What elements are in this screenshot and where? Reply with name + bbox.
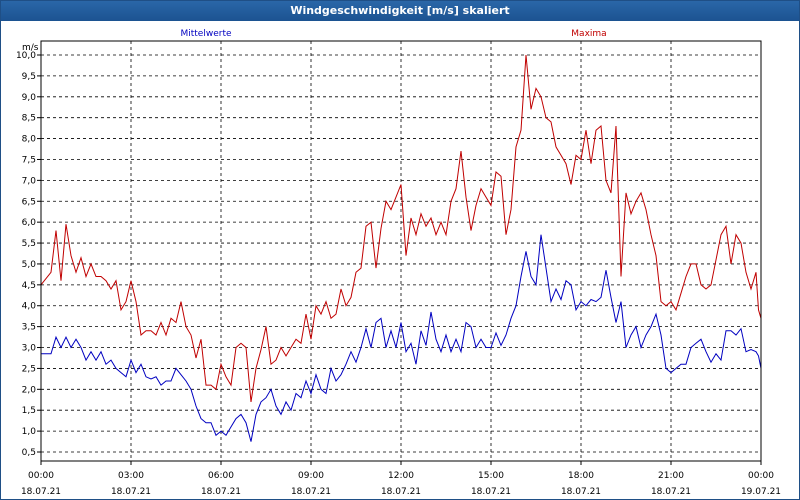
y-tick-label: 4,0 xyxy=(22,302,37,312)
plot-frame xyxy=(40,40,762,462)
x-tick-label-date: 18.07.21 xyxy=(201,487,241,497)
x-tick-label-time: 21:00 xyxy=(658,471,684,481)
series-line-maxima xyxy=(40,54,762,402)
x-tick-label-time: 09:00 xyxy=(298,471,324,481)
y-tick-label: 10,0 xyxy=(16,51,36,61)
y-tick-label: 8,0 xyxy=(22,135,37,145)
chart-title: Windgeschwindigkeit [m/s] skaliert xyxy=(1,1,799,21)
x-tick-label-date: 18.07.21 xyxy=(291,487,331,497)
x-tick-label-date: 18.07.21 xyxy=(561,487,601,497)
y-tick-label: 0,5 xyxy=(22,448,36,458)
x-tick-label-time: 00:00 xyxy=(28,471,54,481)
x-tick-label-date: 18.07.21 xyxy=(651,487,691,497)
x-tick-label-time: 06:00 xyxy=(208,471,234,481)
y-tick-label: 5,0 xyxy=(22,260,37,270)
x-tick-label-time: 12:00 xyxy=(388,471,414,481)
x-tick-label-date: 18.07.21 xyxy=(471,487,511,497)
y-tick-label: 2,0 xyxy=(22,385,37,395)
x-tick-label-time: 18:00 xyxy=(568,471,594,481)
x-tick-label-date: 19.07.21 xyxy=(741,487,781,497)
y-tick-label: 5,5 xyxy=(22,239,36,249)
y-tick-label: 9,0 xyxy=(22,93,37,103)
y-tick-label: 3,5 xyxy=(22,323,36,333)
x-tick-label-date: 18.07.21 xyxy=(21,487,61,497)
plot-area: 0,5 1,0 1,5 2,0 2,5 3,0 3,5 4,0 4,5 5,0 5,5 6,0 6,5 7… xyxy=(16,29,781,497)
x-tick-label-date: 18.07.21 xyxy=(111,487,151,497)
y-tick-label: 8,5 xyxy=(22,114,36,124)
x-tick-label-date: 18.07.21 xyxy=(381,487,421,497)
legend-mittelwerte: Mittelwerte xyxy=(180,29,231,39)
y-tick-label: 6,0 xyxy=(22,218,37,228)
y-tick-label: 4,5 xyxy=(22,281,36,291)
y-tick-label: 7,0 xyxy=(22,176,37,186)
y-tick-label: 1,0 xyxy=(22,427,37,437)
legend-maxima: Maxima xyxy=(571,29,606,39)
x-tick-label-time: 00:00 xyxy=(748,471,774,481)
x-tick-label-time: 03:00 xyxy=(118,471,144,481)
y-tick-label: 2,5 xyxy=(22,364,36,374)
y-tick-label: 9,5 xyxy=(22,72,36,82)
y-tick-label: 1,5 xyxy=(22,406,36,416)
y-tick-label: 3,0 xyxy=(22,344,37,354)
y-axis-unit-label: m/s xyxy=(22,43,39,53)
x-tick-label-time: 15:00 xyxy=(478,471,504,481)
y-tick-label: 6,5 xyxy=(22,197,36,207)
y-tick-label: 7,5 xyxy=(22,155,36,165)
series-line-mittelwerte xyxy=(41,234,762,442)
